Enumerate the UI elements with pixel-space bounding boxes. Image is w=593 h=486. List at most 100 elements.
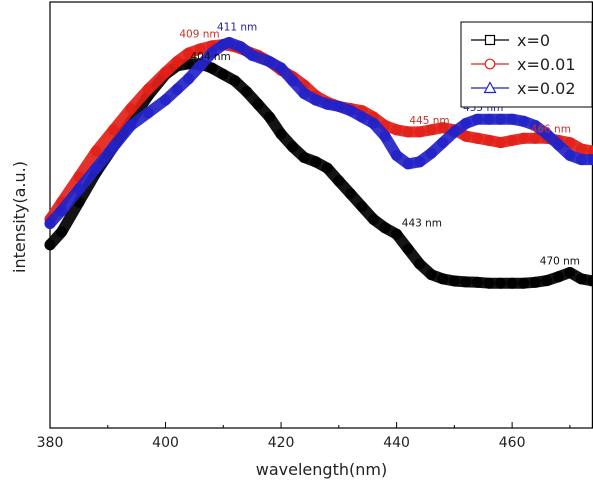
series-point	[402, 158, 414, 170]
series-point	[472, 132, 483, 144]
series-point	[483, 113, 495, 125]
series-point	[44, 239, 56, 251]
series-point	[344, 105, 356, 117]
series-point	[518, 277, 530, 289]
series-point	[437, 273, 449, 285]
series-point	[344, 188, 356, 200]
series-point	[587, 154, 593, 166]
series-point	[368, 117, 379, 129]
series-point	[414, 126, 426, 138]
series-point	[298, 152, 310, 163]
series-point	[575, 273, 587, 285]
series-point	[275, 128, 287, 140]
series-point	[425, 269, 437, 281]
x-tick-label: 440	[383, 435, 410, 451]
series-point	[229, 75, 241, 87]
series-point	[575, 154, 587, 166]
series-point	[160, 66, 171, 78]
series-point	[379, 222, 391, 234]
series-point	[552, 139, 564, 151]
series-point	[460, 117, 472, 129]
series-point	[506, 113, 518, 125]
series-point	[506, 277, 518, 289]
series-point	[529, 120, 541, 131]
series-point	[437, 137, 449, 149]
series-point	[472, 276, 483, 288]
series-point	[90, 145, 102, 157]
series-point	[287, 141, 299, 153]
series-point	[206, 47, 218, 59]
series-point	[564, 137, 576, 149]
series-point	[460, 276, 472, 288]
series-point	[587, 145, 593, 157]
series-point	[529, 132, 541, 144]
series-point	[356, 111, 368, 123]
series-point	[552, 271, 564, 283]
series-point	[368, 213, 379, 225]
series-point	[425, 147, 437, 159]
series-point	[483, 134, 495, 146]
series-point	[495, 137, 507, 149]
series-point	[333, 175, 345, 187]
series-point	[448, 275, 460, 287]
series-point	[402, 126, 414, 138]
series-point	[252, 98, 264, 110]
series-point	[56, 226, 68, 238]
series-point	[495, 277, 507, 289]
series-point	[223, 37, 235, 48]
series-point	[206, 62, 218, 74]
series-point	[246, 49, 258, 61]
series-point	[171, 83, 183, 95]
series-point	[264, 56, 275, 68]
series-point	[541, 128, 553, 140]
legend-label: x=0	[517, 31, 550, 50]
series-point	[90, 162, 102, 174]
series-point	[460, 130, 472, 142]
series-point	[425, 124, 437, 136]
series-point	[356, 201, 368, 212]
peak-label: 445 nm	[409, 115, 449, 127]
peak-label: 466 nm	[531, 123, 571, 135]
series-point	[264, 111, 275, 123]
series-point	[333, 100, 345, 112]
series-point	[275, 62, 287, 74]
series-point	[483, 277, 495, 289]
series-point	[142, 83, 154, 95]
peak-label: 443 nm	[402, 217, 442, 229]
series-point	[310, 156, 322, 168]
x-tick-label: 420	[268, 435, 295, 451]
series-point	[240, 86, 252, 97]
series-point	[529, 276, 541, 288]
series-point	[44, 218, 56, 229]
series-point	[518, 132, 530, 144]
series-point	[183, 73, 195, 85]
series-point	[142, 107, 154, 119]
series-point	[321, 162, 333, 174]
series-point	[108, 141, 119, 153]
legend-marker	[483, 81, 497, 94]
series-point	[518, 115, 530, 127]
legend: x=0 x=0.01 x=0.02	[460, 21, 593, 108]
series-point	[402, 243, 414, 255]
series-point	[495, 113, 507, 125]
series-point	[171, 56, 183, 68]
series-x=0.02	[44, 37, 593, 229]
series-point	[183, 47, 195, 59]
series-point	[448, 126, 460, 138]
series-point	[298, 88, 310, 100]
series-point	[414, 258, 426, 270]
series-point	[56, 205, 68, 217]
series-point	[194, 43, 206, 55]
series-point	[564, 149, 576, 161]
series-point	[391, 228, 403, 240]
series-point	[108, 124, 119, 136]
series-point	[321, 98, 333, 110]
series-point	[194, 60, 206, 72]
series-point	[414, 156, 426, 168]
x-tick-label: 460	[499, 435, 526, 451]
series-layer	[44, 37, 593, 289]
peak-label: 404 nm	[190, 51, 230, 63]
series-point	[160, 94, 171, 106]
legend-marker	[484, 34, 496, 46]
